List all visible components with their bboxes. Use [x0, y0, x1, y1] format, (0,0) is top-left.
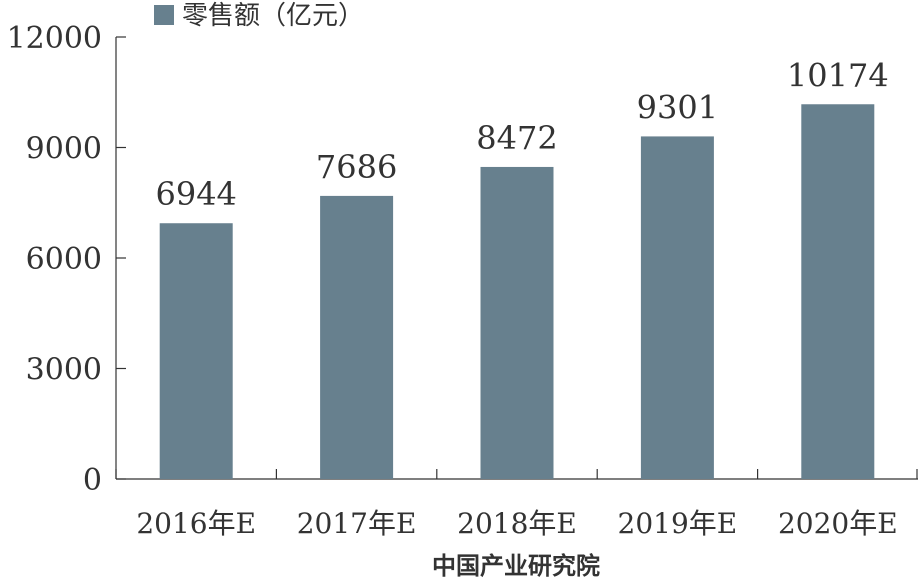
data-label: 10174 [787, 56, 889, 94]
data-label: 8472 [476, 119, 557, 157]
x-tick-label: 2020年E [778, 507, 898, 540]
bar [320, 195, 394, 480]
x-tick-label: 2016年E [136, 507, 256, 540]
x-tick-label: 2019年E [618, 507, 738, 540]
x-tick-label: 2018年E [457, 507, 577, 540]
y-tick-label: 9000 [26, 132, 102, 167]
y-tick-label: 6000 [26, 242, 102, 277]
x-axis: 2016年E 2017年E 2018年E 2019年E 2020年E [115, 469, 918, 540]
legend-swatch [154, 5, 174, 25]
data-label: 9301 [637, 88, 718, 126]
y-axis: 0 3000 6000 9000 12000 [7, 21, 126, 498]
bar [480, 166, 554, 479]
source-label: 中国产业研究院 [432, 552, 600, 580]
data-label: 6944 [155, 175, 236, 213]
bar [640, 136, 714, 480]
bar [159, 223, 233, 479]
x-tick-label: 2017年E [297, 507, 417, 540]
y-tick-label: 3000 [26, 353, 102, 388]
data-label: 7686 [316, 148, 397, 186]
y-tick-label: 12000 [7, 21, 102, 56]
legend: 零售额（亿元） [154, 1, 364, 31]
bars [159, 104, 875, 480]
data-labels: 6944 7686 8472 9301 10174 [155, 56, 888, 213]
bar [801, 104, 875, 480]
y-tick-label: 0 [83, 463, 102, 498]
legend-label: 零售额（亿元） [182, 1, 364, 31]
